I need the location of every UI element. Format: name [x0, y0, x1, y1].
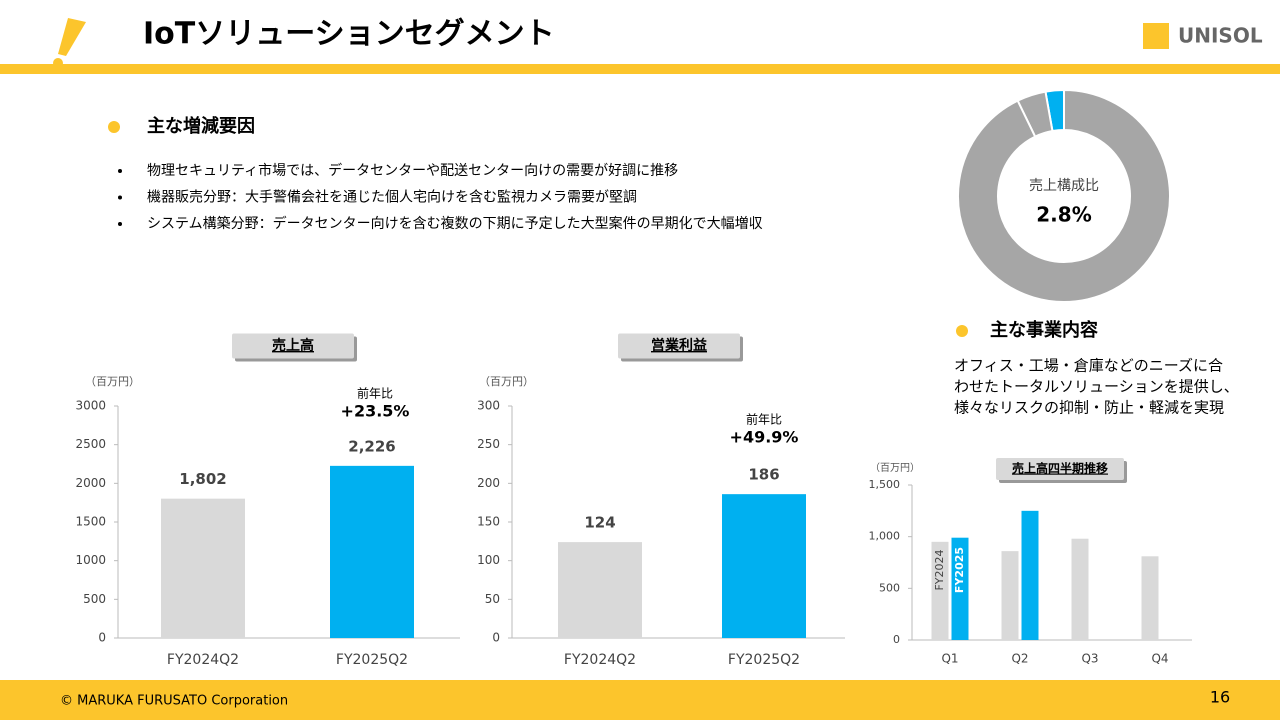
unit: （百万円）	[85, 375, 140, 388]
x-tick-label: FY2025Q2	[336, 652, 408, 668]
x-tick-label: FY2024Q2	[167, 652, 239, 668]
tab	[996, 458, 1124, 480]
annotation: 前年比	[746, 412, 782, 427]
bullet-text: 機器販売分野：大手警備会社を通じた個人宅向けを含む監視カメラ需要が堅調	[147, 189, 637, 206]
pie-label: 2.8%	[1036, 203, 1091, 227]
chart-title: 営業利益	[651, 337, 707, 354]
bar	[330, 465, 414, 638]
header-band	[0, 64, 1280, 74]
chart-title: 売上高四半期推移	[1012, 461, 1108, 476]
value-label: 124	[584, 514, 615, 532]
y-tick-label: 500	[879, 581, 900, 594]
heading: 主な増減要因	[147, 115, 255, 137]
business-text: 様々なリスクの抑制・防止・軽減を実現	[954, 399, 1224, 417]
y-tick-label: 1,000	[869, 530, 901, 543]
value-label: 186	[748, 466, 779, 484]
value-label: 1,802	[179, 470, 226, 488]
bullet-text: システム構築分野：データセンター向けを含む複数の下期に予定した大型案件の早期化で…	[147, 215, 763, 232]
pie-slice	[957, 88, 1171, 303]
x-tick-label: Q1	[941, 652, 958, 666]
chart-title: 売上高	[272, 337, 314, 354]
x-tick-label: Q2	[1011, 652, 1028, 666]
y-tick-label: 300	[477, 399, 500, 413]
x-tick-label: FY2024Q2	[564, 652, 636, 668]
unit: （百万円）	[479, 375, 534, 388]
icon	[53, 18, 86, 68]
annotation: 前年比	[357, 386, 393, 401]
annotation: +23.5%	[341, 402, 410, 421]
x-tick-label: Q3	[1081, 652, 1098, 666]
y-tick-label: 250	[477, 437, 500, 451]
bar	[1141, 556, 1159, 640]
bar	[1021, 510, 1039, 640]
bullet	[108, 121, 120, 133]
y-tick-label: 1500	[75, 515, 106, 529]
x-tick-label: Q4	[1151, 652, 1168, 666]
y-tick-label: 0	[893, 633, 900, 646]
bar	[951, 537, 969, 640]
bar	[558, 542, 642, 638]
series-label: FY2024	[933, 549, 946, 590]
unit: （百万円）	[870, 462, 920, 474]
bullet-dot	[118, 169, 122, 173]
bar	[722, 494, 806, 638]
y-tick-label: 500	[83, 592, 106, 606]
annotation: +49.9%	[730, 428, 799, 447]
pie-title: 売上構成比	[1029, 178, 1099, 194]
bar	[161, 498, 245, 638]
title: IoTソリューションセグメント	[143, 17, 555, 52]
series-label: FY2025	[953, 547, 966, 593]
bar	[1001, 551, 1019, 640]
bullet	[956, 325, 968, 337]
y-tick-label: 2500	[75, 437, 106, 451]
tab	[232, 333, 354, 359]
tab	[618, 333, 740, 359]
bullet-text: 物理セキュリティ市場では、データセンターや配送センター向けの需要が好調に推移	[147, 162, 678, 179]
logo: UNISOL	[1178, 24, 1263, 48]
x-tick-label: FY2025Q2	[728, 652, 800, 668]
bar	[931, 541, 949, 640]
y-tick-label: 150	[477, 515, 500, 529]
business-text: わせたトータルソリューションを提供し、	[954, 378, 1239, 396]
y-tick-label: 0	[492, 631, 500, 645]
y-tick-label: 2000	[75, 476, 106, 490]
business-text: オフィス・工場・倉庫などのニーズに合	[954, 357, 1223, 375]
bar	[1071, 538, 1089, 640]
y-tick-label: 50	[485, 592, 500, 606]
y-tick-label: 1,500	[869, 478, 901, 491]
bullet-dot	[118, 195, 122, 200]
page-number: 16	[1210, 688, 1230, 707]
y-tick-label: 100	[477, 553, 500, 567]
bullet-dot	[118, 222, 122, 226]
value-label: 2,226	[348, 437, 395, 455]
copyright: © MARUKA FURUSATO Corporation	[60, 694, 288, 709]
y-tick-label: 0	[98, 631, 106, 645]
footer-band	[0, 680, 1280, 720]
logo-mark	[1143, 23, 1169, 49]
y-tick-label: 3000	[75, 399, 106, 413]
y-tick-label: 200	[477, 476, 500, 490]
y-tick-label: 1000	[75, 553, 106, 567]
heading: 主な事業内容	[990, 319, 1098, 341]
